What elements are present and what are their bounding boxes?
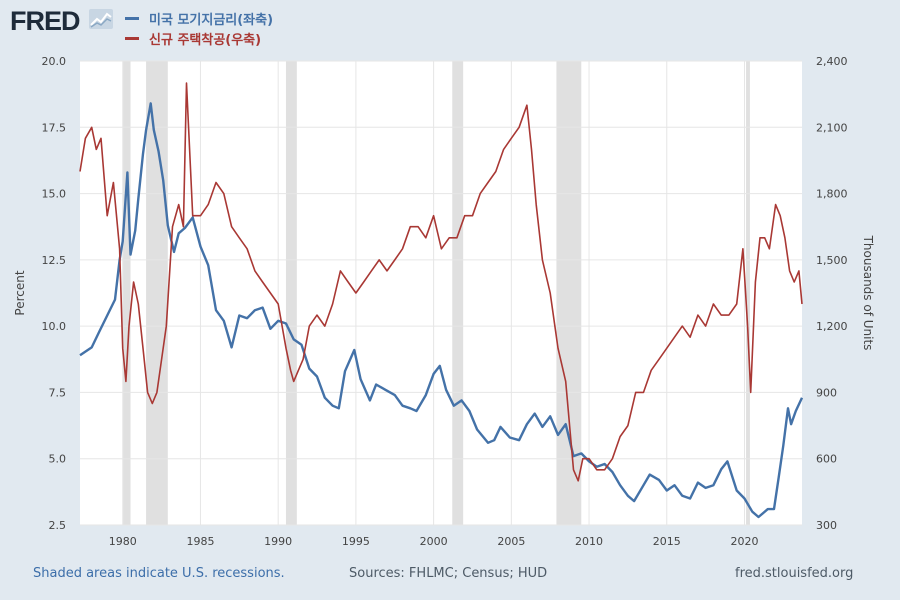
y-left-tick-label: 15.0 [42, 188, 67, 201]
header: FRED 미국 모기지금리(좌축) 신규 주택착공(우축) [0, 0, 900, 58]
legend-item-mortgage[interactable]: 미국 모기지금리(좌축) [125, 8, 273, 28]
legend-swatch-housing [125, 36, 139, 40]
recession-band-5 [746, 61, 750, 525]
y-left-tick-label: 2.5 [49, 519, 67, 532]
line-chart: 2.5 5.0 7.5 10.0 12.5 15.0 17.5 20.0 300 600 900 1,… [13, 55, 875, 548]
legend-label-mortgage: 미국 모기지금리(좌축) [149, 12, 274, 28]
line-chart-icon [89, 9, 113, 29]
y-left-tick-label: 17.5 [42, 121, 67, 134]
y-right-tick-label: 900 [816, 386, 837, 399]
y-right-tick-label: 1,500 [816, 254, 848, 267]
y-left-tick-label: 5.0 [49, 453, 67, 466]
x-tick-label: 1990 [264, 535, 292, 548]
tick-labels: 2.5 5.0 7.5 10.0 12.5 15.0 17.5 20.0 300 600 900 1,… [42, 55, 848, 548]
gridlines [80, 60, 802, 526]
recession-band-2 [285, 61, 297, 525]
recession-band-0 [122, 61, 131, 525]
recession-band-3 [452, 61, 464, 525]
series-line-housing[interactable] [79, 82, 803, 482]
y-left-tick-label: 20.0 [42, 55, 67, 68]
y-left-tick-label: 10.0 [42, 320, 67, 333]
fred-logo[interactable]: FRED [10, 6, 80, 36]
y-axis-left-title: Percent [13, 270, 27, 315]
x-tick-label: 1985 [186, 535, 214, 548]
y-right-tick-label: 2,100 [816, 121, 848, 134]
recession-band-1 [146, 61, 168, 525]
x-tick-label: 2020 [730, 535, 758, 548]
x-tick-label: 1980 [109, 535, 137, 548]
y-right-tick-label: 600 [816, 453, 837, 466]
recession-note[interactable]: Shaded areas indicate U.S. recessions. [33, 566, 285, 581]
y-right-tick-label: 2,400 [816, 55, 848, 68]
sources-text: Sources: FHLMC; Census; HUD [349, 566, 548, 581]
legend-swatch-mortgage [125, 16, 139, 20]
site-link[interactable]: fred.stlouisfed.org [735, 566, 854, 581]
y-right-tick-label: 1,800 [816, 188, 848, 201]
x-tick-label: 2015 [653, 535, 681, 548]
y-right-tick-label: 1,200 [816, 320, 848, 333]
y-right-tick-label: 300 [816, 519, 837, 532]
x-tick-label: 2005 [497, 535, 525, 548]
series-lines [79, 82, 804, 519]
y-axis-right-title: Thousands of Units [861, 235, 875, 351]
recession-band-4 [556, 61, 582, 525]
x-tick-label: 2010 [575, 535, 603, 548]
y-left-tick-label: 7.5 [49, 386, 67, 399]
x-tick-label: 1995 [342, 535, 370, 548]
y-left-tick-label: 12.5 [42, 254, 67, 267]
x-tick-label: 2000 [420, 535, 448, 548]
legend-label-housing: 신규 주택착공(우축) [149, 32, 262, 48]
legend-item-housing[interactable]: 신규 주택착공(우축) [125, 28, 273, 48]
chart-legend: 미국 모기지금리(좌축) 신규 주택착공(우축) [125, 8, 273, 48]
series-line-mortgage[interactable] [79, 102, 804, 519]
